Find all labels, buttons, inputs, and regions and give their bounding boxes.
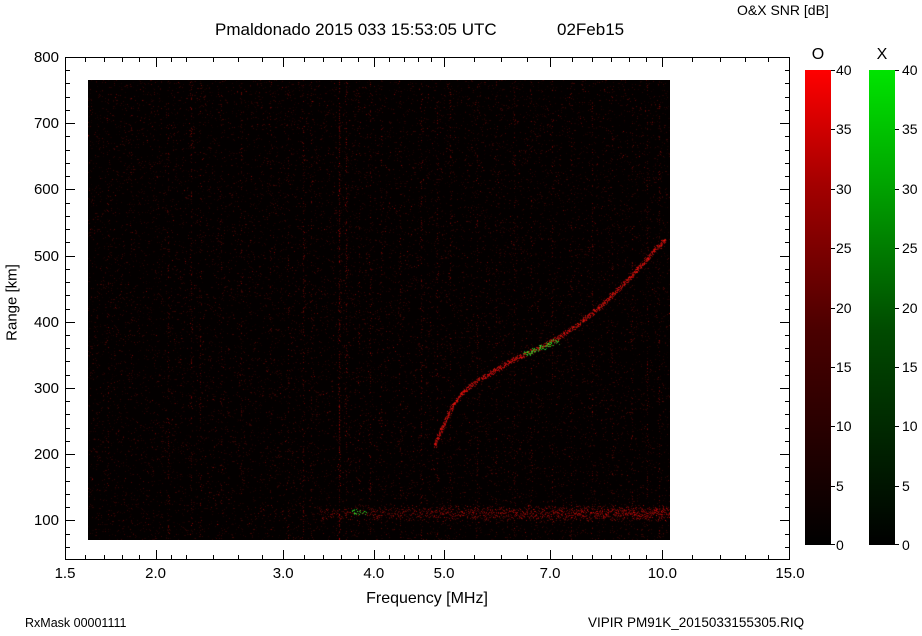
colorbar-tick-label: 0 (902, 537, 910, 553)
colorbar-tick-mark (895, 70, 899, 71)
colorbar-tick-label: 35 (902, 121, 918, 138)
colorbar-tick-label: 5 (902, 477, 910, 494)
colorbar-tick-label: 25 (902, 240, 918, 257)
colorbar-tick-mark (831, 426, 835, 428)
colorbar-tick-mark (831, 366, 835, 368)
colorbar-tick-mark (895, 188, 899, 190)
x-tick-label: 10.0 (647, 565, 677, 582)
plot-title: Pmaldonado 2015 033 15:53:05 UTC (215, 20, 497, 39)
x-tick-label: 1.5 (54, 565, 76, 582)
colorbar-tick-label: 40 (902, 62, 918, 78)
colorbar-tick-mark (831, 485, 835, 487)
colorbar-tick-mark (895, 129, 899, 131)
colorbar-tick-mark (895, 544, 899, 545)
colorbar-title: O&X SNR [dB] (737, 2, 829, 18)
colorbar-tick-label: 20 (902, 299, 918, 316)
y-tick-label: 400 (33, 313, 59, 331)
colorbar-tick-label: 30 (836, 180, 852, 197)
colorbar-tick-label: 20 (836, 299, 852, 316)
data-file-label: VIPIR PM91K_2015033155305.RIQ (588, 615, 805, 630)
colorbar-tick-mark (895, 366, 899, 368)
colorbar-tick-label: 25 (836, 240, 852, 257)
colorbar-letter-o: O (811, 46, 825, 63)
y-axis-label: Range [km] (3, 264, 21, 341)
colorbar-tick-label: 15 (836, 358, 852, 375)
colorbar-tick-mark (895, 248, 899, 250)
colorbar-o (805, 70, 831, 545)
x-tick-label: 3.0 (272, 565, 294, 582)
colorbar-tick-mark (895, 485, 899, 487)
colorbar-x (869, 70, 895, 545)
y-tick-label: 800 (33, 49, 59, 66)
y-tick-label: 100 (33, 512, 59, 530)
x-tick-label: 4.0 (363, 565, 385, 582)
plot-frame (65, 57, 790, 560)
colorbar-tick-mark (831, 70, 835, 71)
y-tick-label: 500 (33, 247, 59, 265)
colorbar-tick-label: 10 (836, 418, 852, 435)
y-tick-label: 600 (33, 181, 59, 199)
colorbar-tick-label: 5 (836, 477, 844, 494)
colorbar-tick-label: 40 (836, 62, 852, 78)
colorbar-tick-label: 35 (836, 121, 852, 138)
colorbar-tick-mark (831, 544, 835, 545)
x-tick-label: 15.0 (775, 565, 805, 582)
colorbar-tick-mark (831, 129, 835, 131)
colorbar-tick-label: 15 (902, 358, 918, 375)
colorbar-tick-mark (895, 426, 899, 428)
colorbar-tick-label: 0 (836, 537, 844, 553)
colorbar-tick-label: 10 (902, 418, 918, 435)
x-tick-label: 5.0 (433, 565, 455, 582)
y-tick-label: 700 (33, 115, 59, 133)
colorbar-tick-label: 30 (902, 180, 918, 197)
plot-date: 02Feb15 (557, 20, 625, 39)
rxmask-label: RxMask 00001111 (25, 616, 127, 630)
ionogram-canvas (88, 80, 670, 540)
x-tick-label: 2.0 (145, 565, 166, 582)
y-tick-label: 200 (33, 446, 59, 464)
colorbar-tick-mark (831, 188, 835, 190)
y-tick-label: 300 (33, 379, 59, 397)
x-tick-label: 7.0 (539, 565, 561, 582)
colorbar-tick-mark (831, 248, 835, 250)
x-axis-label: Frequency [MHz] (366, 590, 488, 607)
colorbar-letter-x: X (876, 46, 888, 63)
colorbar-tick-mark (895, 307, 899, 309)
colorbar-tick-mark (831, 307, 835, 309)
